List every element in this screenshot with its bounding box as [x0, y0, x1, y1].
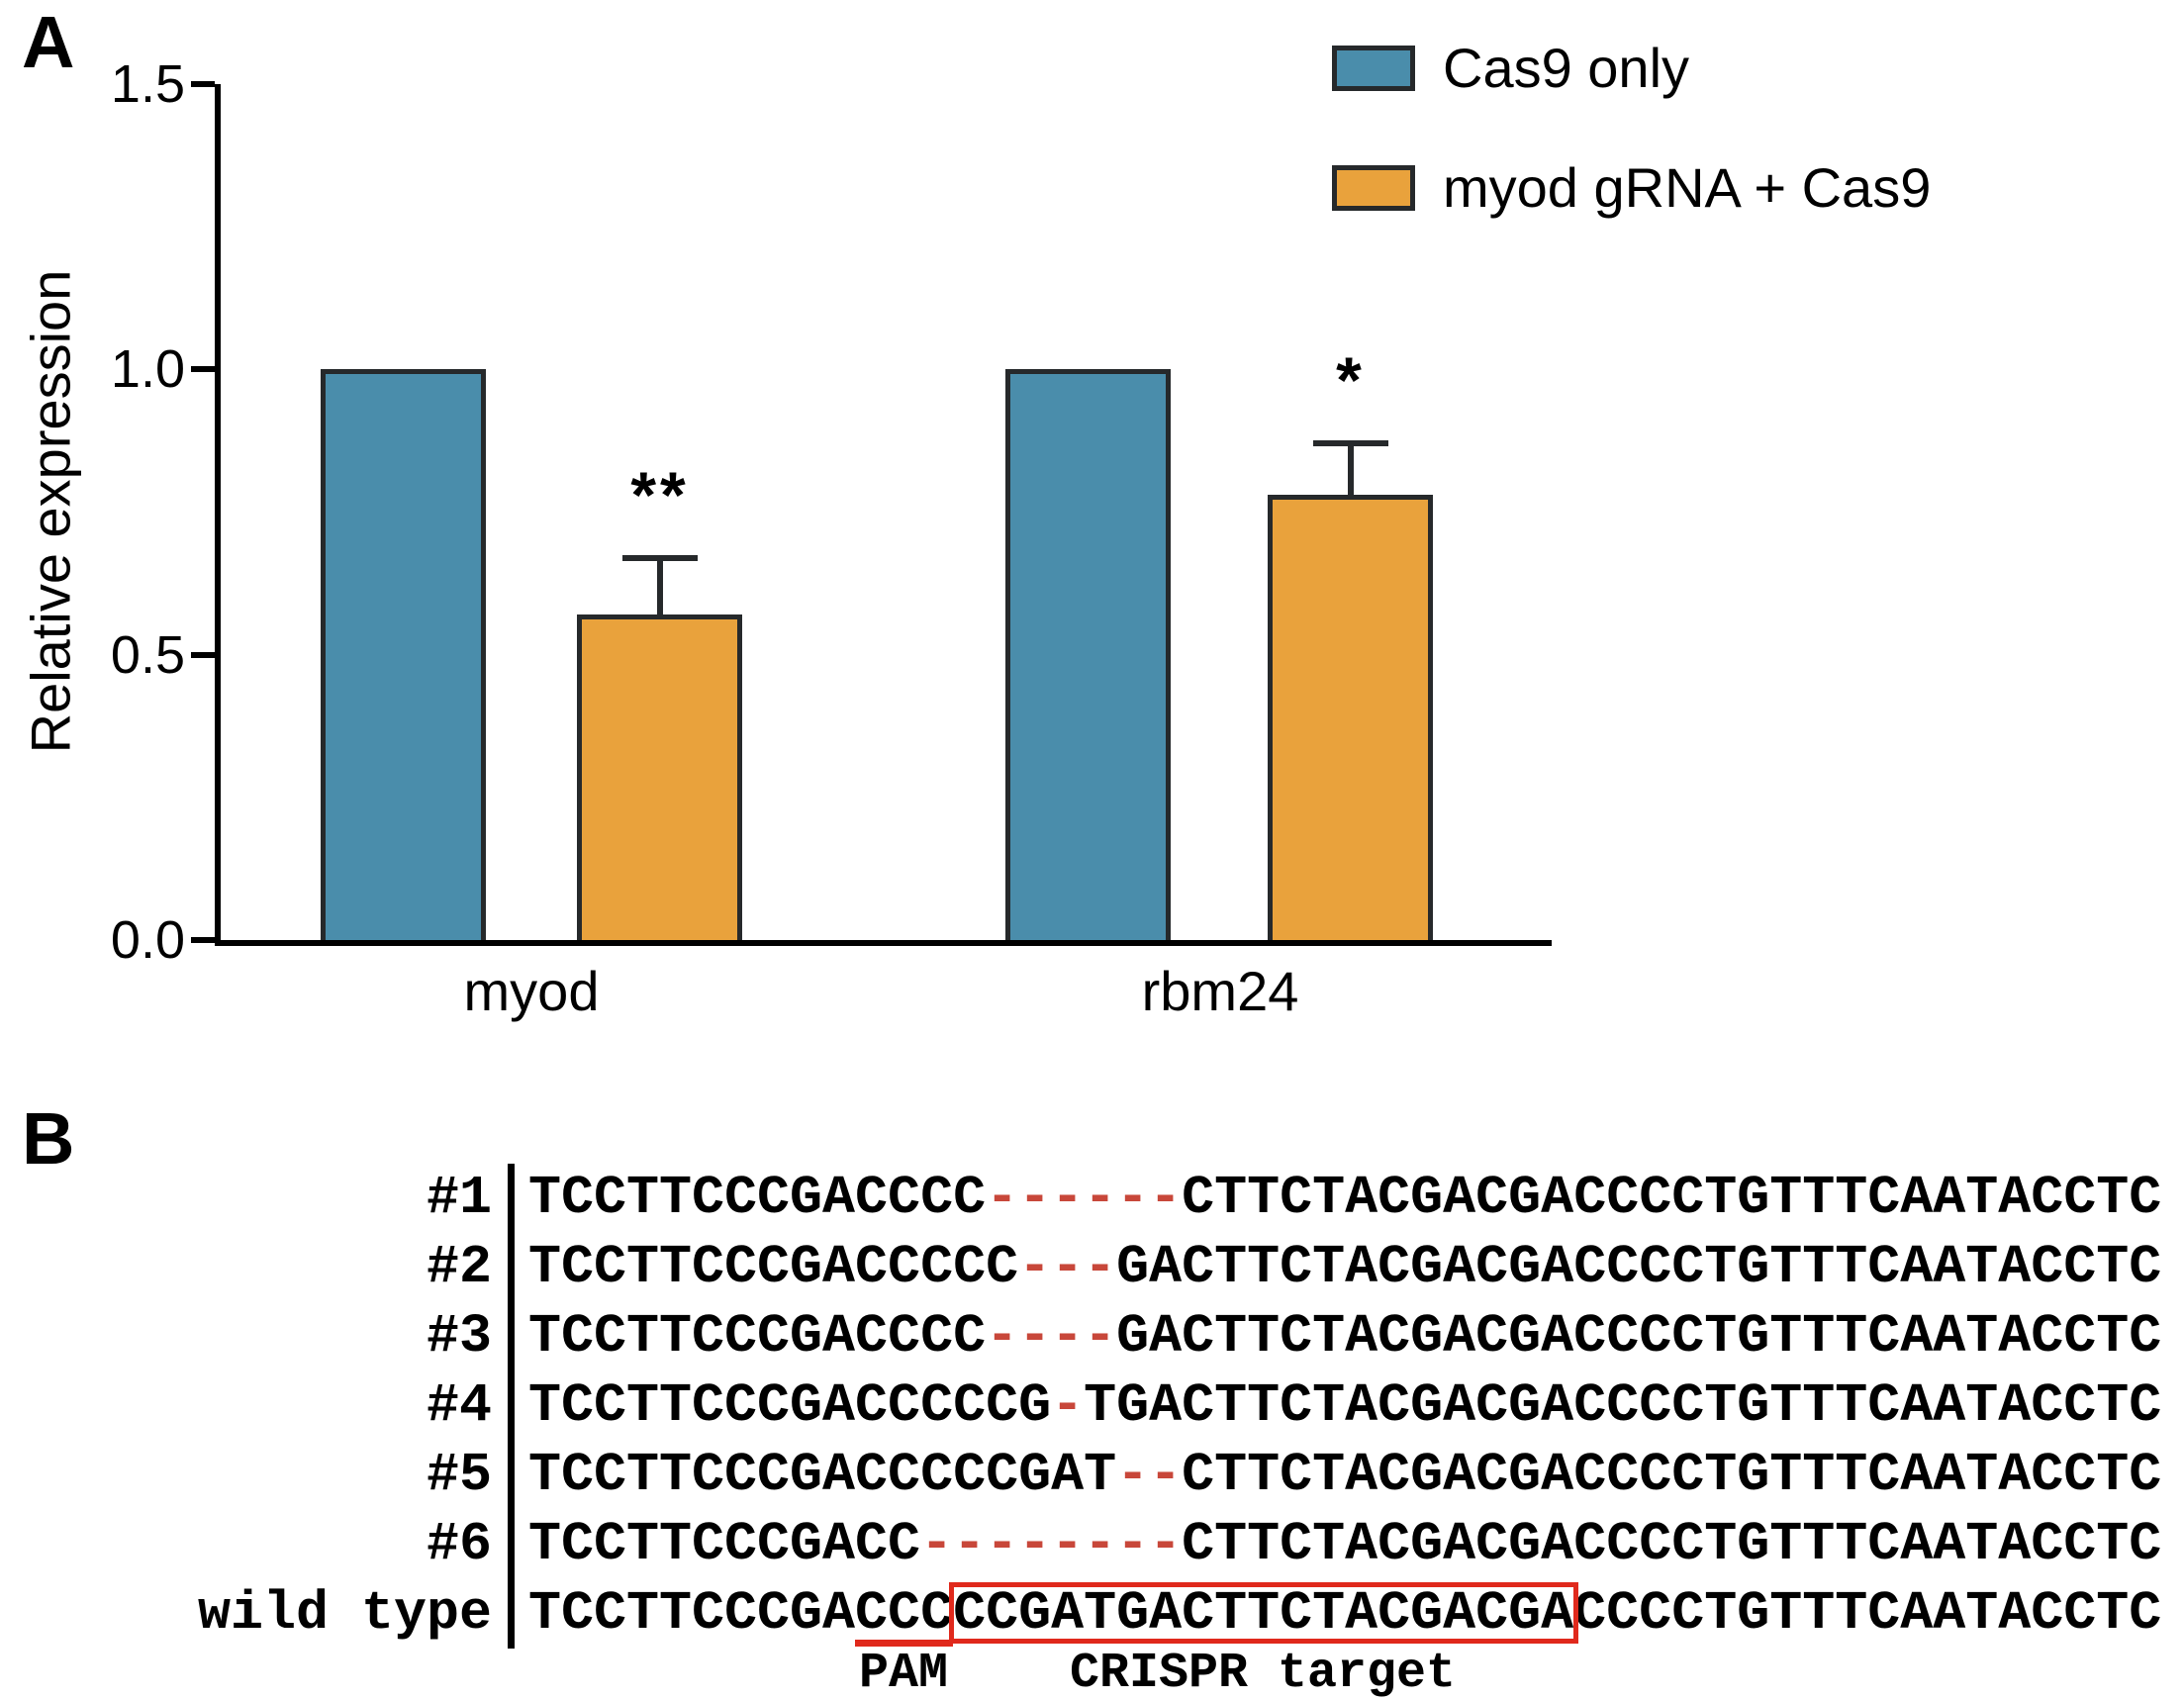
pam-label: PAM [859, 1646, 949, 1700]
legend-label: Cas9 only [1443, 37, 1690, 99]
panel-b-label: B [22, 1097, 75, 1180]
sequence-bases: TCCTTCCCGACCCC [528, 1305, 987, 1368]
y-tick-label: 1.5 [110, 54, 185, 114]
alignment-row-label: #2 [426, 1236, 492, 1298]
error-bar-whisker [657, 557, 663, 615]
alignment-row: #5 TCCTTCCCGACCCCCGAT--CTTCTACGACGACCCCTG… [18, 1441, 2161, 1510]
deletion-dashes: ------ [986, 1167, 1183, 1229]
sequence-bases: TCCTTCCCGACC [528, 1513, 921, 1575]
sequence-bases: TCCTTCCCGACCCCCG [528, 1374, 1052, 1437]
bar-rbm24-cas9-only [1005, 369, 1171, 940]
deletion-dashes: ---- [986, 1305, 1117, 1368]
footer-spacer [18, 1649, 508, 1700]
y-tick-mark [191, 651, 215, 658]
panel-a-label: A [22, 1, 75, 83]
sequence-bases: GACTTCTACGACGACCCCTGTTTCAATACCTC [1116, 1236, 2162, 1298]
alignment-row-label: #6 [426, 1513, 492, 1575]
sequence-bases: CTTCTACGACGACCCCTGTTTCAATACCTC [1182, 1444, 2162, 1506]
x-category-label: rbm24 [1141, 960, 1299, 1022]
deletion-dashes: -- [1116, 1444, 1183, 1506]
alignment-sequence: TCCTTCCCGACC--------CTTCTACGACGACCCCTGTT… [508, 1510, 2161, 1579]
sequence-bases: TGACTTCTACGACGACCCCTGTTTCAATACCTC [1084, 1374, 2162, 1437]
pam-underline [855, 1640, 953, 1647]
alignment-row: #4 TCCTTCCCGACCCCCG-TGACTTCTACGACGACCCCTG… [18, 1371, 2161, 1441]
chart-legend: Cas9 only myod gRNA + Cas9 [1332, 36, 1931, 275]
alignment-sequence: TCCTTCCCGACCCCC---GACTTCTACGACGACCCCTGTT… [508, 1233, 2161, 1302]
legend-swatch [1332, 45, 1415, 91]
deletion-dashes: - [1051, 1374, 1085, 1437]
alignment-sequence: TCCTTCCCGACCCCCGAT--CTTCTACGACGACCCCTGTT… [508, 1441, 2161, 1510]
alignment-row-label: #4 [426, 1374, 492, 1437]
alignment-footer: PAM CRISPR target [18, 1649, 2161, 1700]
alignment-row: wild type TCCTTCCCGACCCCCGATGACTTCTACGACG… [18, 1579, 2161, 1649]
legend-swatch [1332, 164, 1415, 211]
footer-label-area: PAM CRISPR target [508, 1649, 2161, 1700]
crispr-target-box [949, 1582, 1578, 1644]
sequence-alignment: #1 TCCTTCCCGACCCC------CTTCTACGACGACCCCTG… [18, 1164, 2161, 1700]
alignment-sequence: TCCTTCCCGACCCCCGATGACTTCTACGACGACCCCTGTT… [508, 1579, 2161, 1649]
alignment-row-label: wild type [197, 1582, 492, 1645]
error-bar-cap [1313, 440, 1388, 447]
sequence-bases: TCCTTCCCGACCCCCGATGACTTCTACGACGACCCCTGTT… [528, 1582, 2162, 1645]
error-bar-whisker [1348, 443, 1354, 496]
y-tick-label: 0.5 [110, 624, 185, 685]
alignment-row: #3 TCCTTCCCGACCCC----GACTTCTACGACGACCCCTG… [18, 1302, 2161, 1371]
legend-label: myod gRNA + Cas9 [1443, 156, 1932, 219]
y-tick-mark [191, 937, 215, 943]
bar-myod-cas9-only [321, 369, 486, 940]
alignment-sequence: TCCTTCCCGACCCC------CTTCTACGACGACCCCTGTT… [508, 1164, 2161, 1233]
y-tick-label: 0.0 [110, 910, 185, 970]
sequence-bases: TCCTTCCCGACCCCCGAT [528, 1444, 1117, 1506]
y-tick-mark [191, 366, 215, 373]
bar-rbm24-myod-grna-cas9 [1268, 495, 1433, 940]
legend-item-cas9-only: Cas9 only [1332, 36, 1931, 100]
alignment-row-label: #1 [426, 1167, 492, 1229]
crispr-target-label: CRISPR target [1070, 1646, 1457, 1700]
deletion-dashes: -------- [920, 1513, 1183, 1575]
sequence-bases: TCCTTCCCGACCCCC [528, 1236, 1019, 1298]
alignment-row: #6 TCCTTCCCGACC--------CTTCTACGACGACCCCTG… [18, 1510, 2161, 1579]
sequence-bases: CTTCTACGACGACCCCTGTTTCAATACCTC [1182, 1513, 2162, 1575]
sequence-bases: TCCTTCCCGACCCC [528, 1167, 987, 1229]
sequence-bases: CTTCTACGACGACCCCTGTTTCAATACCTC [1182, 1167, 2162, 1229]
alignment-row-label: #5 [426, 1444, 492, 1506]
bar-myod-myod-grna-cas9 [577, 614, 742, 940]
alignment-row: #1 TCCTTCCCGACCCC------CTTCTACGACGACCCCTG… [18, 1164, 2161, 1233]
significance-stars: ** [630, 457, 690, 531]
alignment-row: #2 TCCTTCCCGACCCCC---GACTTCTACGACGACCCCTG… [18, 1233, 2161, 1302]
alignment-sequence: TCCTTCCCGACCCCCG-TGACTTCTACGACGACCCCTGTT… [508, 1371, 2161, 1441]
significance-stars: * [1336, 343, 1366, 418]
bar-chart-plot-area: Relative expression 1.5 1.0 0.5 0.0 ** * myod r… [20, 54, 1552, 1022]
y-tick-label: 1.0 [110, 339, 185, 400]
sequence-bases: GACTTCTACGACGACCCCTGTTTCAATACCTC [1116, 1305, 2162, 1368]
deletion-dashes: --- [1018, 1236, 1117, 1298]
y-tick-mark [191, 81, 215, 87]
error-bar-cap [622, 554, 698, 561]
x-category-label: myod [463, 960, 600, 1022]
alignment-row-label: #3 [426, 1305, 492, 1368]
alignment-sequence: TCCTTCCCGACCCC----GACTTCTACGACGACCCCTGTT… [508, 1302, 2161, 1371]
legend-item-myod-grna-cas9: myod gRNA + Cas9 [1332, 155, 1931, 220]
